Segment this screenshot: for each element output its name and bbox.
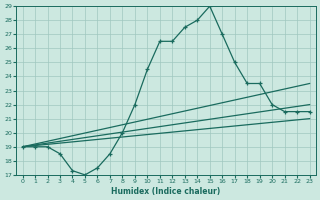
X-axis label: Humidex (Indice chaleur): Humidex (Indice chaleur) xyxy=(111,187,221,196)
